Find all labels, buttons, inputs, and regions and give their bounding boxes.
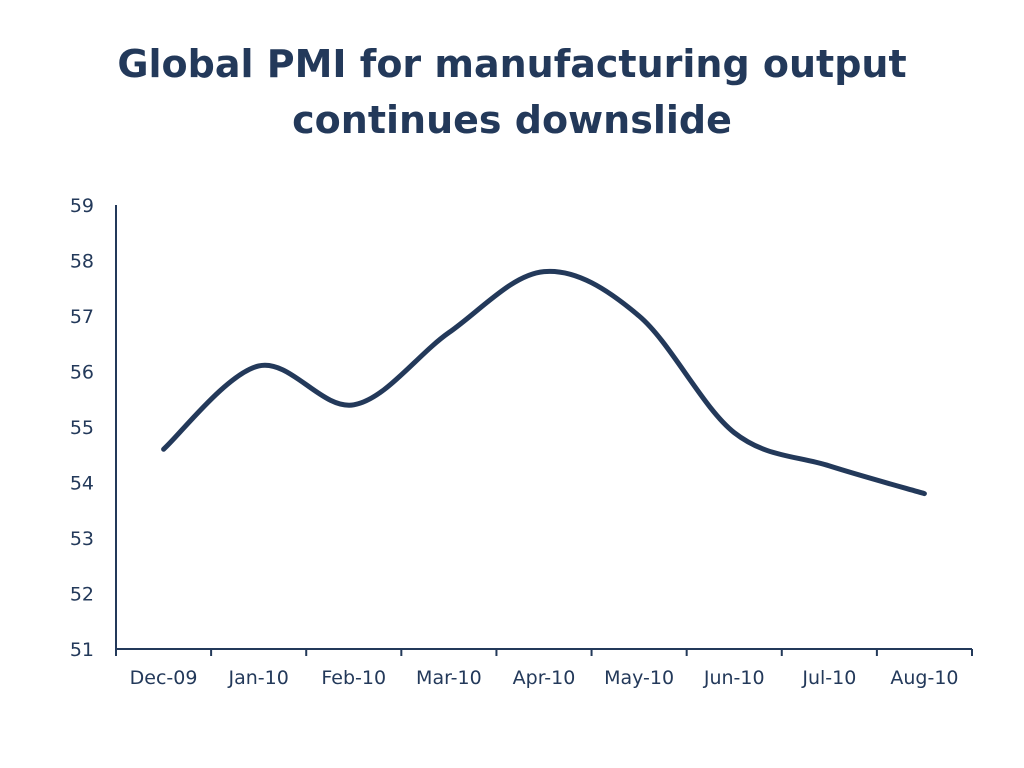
x-tick-label: Jun-10 — [703, 667, 765, 689]
y-tick-label: 57 — [70, 306, 94, 328]
y-tick-label: 55 — [70, 417, 94, 439]
chart-title-line-2: continues downslide — [292, 98, 732, 142]
chart-title: Global PMI for manufacturing output cont… — [0, 36, 1024, 148]
x-tick-label: May-10 — [604, 667, 674, 689]
x-tick-label: Mar-10 — [416, 667, 482, 689]
y-tick-label: 58 — [70, 251, 94, 273]
y-tick-label: 56 — [70, 362, 94, 384]
y-tick-label: 53 — [70, 528, 94, 550]
y-tick-label: 52 — [70, 584, 94, 606]
y-tick-label: 51 — [70, 639, 94, 661]
x-tick-label: Dec-09 — [130, 667, 198, 689]
chart-title-line-1: Global PMI for manufacturing output — [117, 42, 907, 86]
y-tick-label: 59 — [70, 195, 94, 217]
y-tick-label: 54 — [70, 473, 94, 495]
x-tick-label: Aug-10 — [890, 667, 958, 689]
x-tick-label: Apr-10 — [513, 667, 576, 689]
y-axis-tick-labels: 51 52 53 54 55 56 57 58 59 — [70, 195, 94, 661]
series-group — [161, 268, 927, 497]
axes — [115, 205, 973, 656]
x-axis-tick-labels: Dec-09 Jan-10 Feb-10 Mar-10 Apr-10 May-10 Jun-… — [130, 667, 959, 689]
x-tick-label: Jul-10 — [801, 667, 856, 689]
x-tick-label: Jan-10 — [228, 667, 289, 689]
x-tick-label: Feb-10 — [321, 667, 386, 689]
series-line — [161, 268, 927, 497]
